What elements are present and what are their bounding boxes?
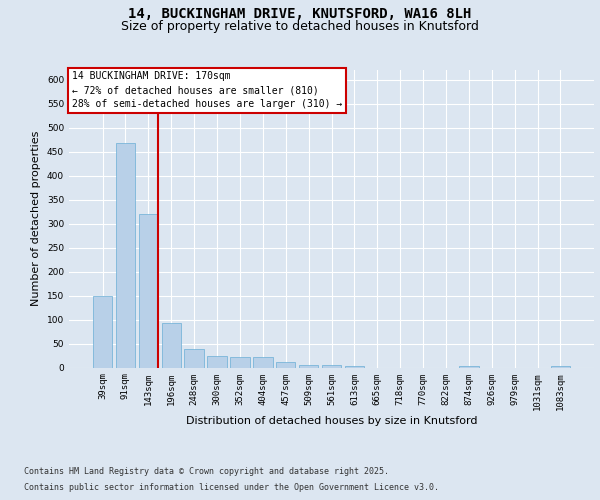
Text: Contains HM Land Registry data © Crown copyright and database right 2025.: Contains HM Land Registry data © Crown c… [24, 467, 389, 476]
Bar [276, 362, 295, 368]
Bar [299, 364, 319, 368]
Bar [184, 350, 204, 368]
Bar [93, 296, 112, 368]
Y-axis label: Number of detached properties: Number of detached properties [31, 131, 41, 306]
Text: 14 BUCKINGHAM DRIVE: 170sqm
← 72% of detached houses are smaller (810)
28% of se: 14 BUCKINGHAM DRIVE: 170sqm ← 72% of det… [71, 72, 342, 110]
Bar [344, 366, 364, 368]
Text: Contains public sector information licensed under the Open Government Licence v3: Contains public sector information licen… [24, 484, 439, 492]
Bar [551, 366, 570, 368]
Text: 14, BUCKINGHAM DRIVE, KNUTSFORD, WA16 8LH: 14, BUCKINGHAM DRIVE, KNUTSFORD, WA16 8L… [128, 8, 472, 22]
Bar [322, 365, 341, 368]
X-axis label: Distribution of detached houses by size in Knutsford: Distribution of detached houses by size … [186, 416, 477, 426]
Text: Size of property relative to detached houses in Knutsford: Size of property relative to detached ho… [121, 20, 479, 33]
Bar [459, 366, 479, 368]
Bar [139, 214, 158, 368]
Bar [208, 356, 227, 368]
Bar [116, 144, 135, 368]
Bar [253, 358, 272, 368]
Bar [161, 323, 181, 368]
Bar [230, 358, 250, 368]
